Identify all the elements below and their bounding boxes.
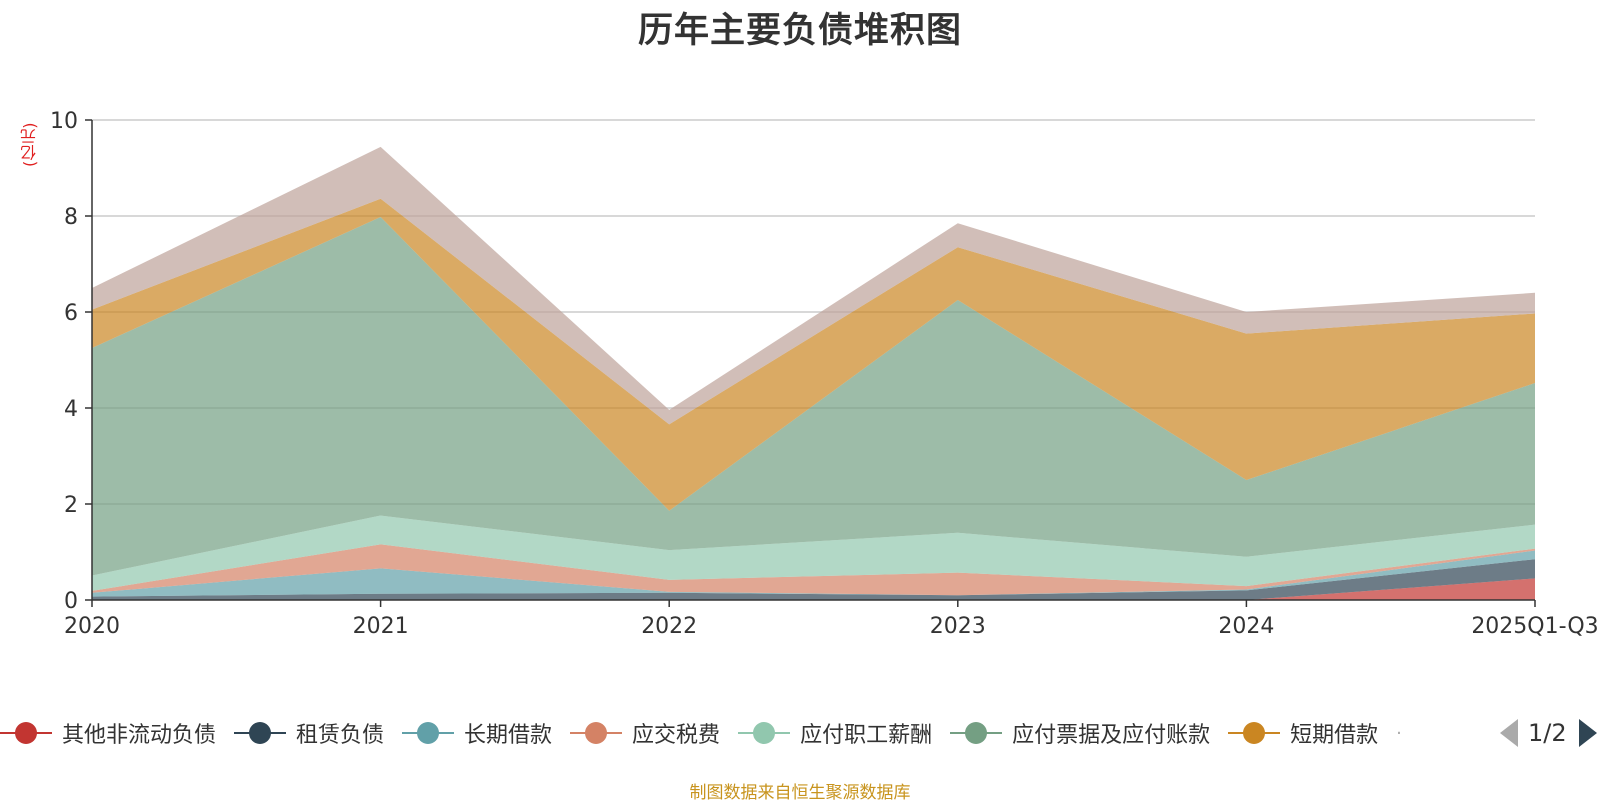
y-tick-label: 10 [50,109,78,134]
x-tick-label: 2022 [641,614,697,639]
legend-label: 应付职工薪酬 [800,723,933,748]
legend-item[interactable]: 其他非流动负债 [0,717,216,749]
area-其他非流动负债 [92,578,1535,600]
legend: 其他非流动负债 租赁负债 长期借款 应交税费 应付职工薪酬 应付票据及应付账款 短期借款 · [0,716,1428,750]
data-source-note: 制图数据来自恒生聚源数据库 [689,783,911,803]
legend-marker-icon [234,718,287,748]
y-tick-label: 8 [64,205,78,230]
legend-prev-page-icon[interactable] [1500,719,1518,747]
legend-item[interactable]: 应付票据及应付账款 [950,717,1210,749]
area-长期借款 [92,550,1535,597]
legend-item[interactable]: 应付职工薪酬 [738,717,932,749]
legend-marker-icon [1228,718,1281,748]
legend-label: 租赁负债 [296,723,385,748]
legend-marker-icon [738,718,791,748]
legend-page-indicator: 1/2 [1528,719,1567,747]
x-tick-label: 2024 [1218,614,1274,639]
y-tick-label: 4 [64,397,78,422]
legend-label: 应交税费 [632,723,721,748]
legend-marker-icon [0,718,52,748]
legend-label: 应付票据及应付账款 [1012,723,1211,748]
area-series [92,146,1535,600]
legend-item[interactable]: 短期借款 [1228,717,1378,749]
y-tick-label: 2 [64,493,78,518]
legend-marker-icon [402,718,455,748]
x-tick-label: 2020 [64,614,120,639]
legend-overflow-icon: · [1396,722,1402,744]
legend-marker-icon [570,718,623,748]
x-tick-label: 2021 [353,614,409,639]
area-应付票据及应付账款 [92,216,1535,576]
legend-label: 长期借款 [464,723,553,748]
area-应交税费 [92,544,1535,596]
legend-marker-icon [950,718,1003,748]
y-tick-label: 0 [64,589,78,614]
area-短期借款 [92,198,1535,511]
axes: 0 2 4 6 8 10 2020 2021 2022 2023 2024 2025Q1-Q3 [50,109,1599,639]
stacked-area-chart: 0 2 4 6 8 10 2020 2021 2022 2023 2024 2025Q1-Q3 [50,109,1599,639]
legend-item[interactable]: 租赁负债 [234,717,384,749]
area-其他流动负债 [92,146,1535,425]
legend-item[interactable]: 长期借款 [402,717,552,749]
x-tick-label: 2025Q1-Q3 [1471,614,1598,639]
area-应付职工薪酬 [92,515,1535,591]
legend-next-page-icon[interactable] [1578,719,1597,747]
area-租赁负债 [92,559,1535,600]
legend-label: 短期借款 [1290,723,1379,748]
x-tick-label: 2023 [930,614,986,639]
legend-label: 其他非流动负债 [62,723,217,748]
y-tick-label: 6 [64,301,78,326]
legend-pager: 1/2 [1500,716,1597,750]
chart-title: 历年主要负债堆积图 [637,11,962,51]
legend-item[interactable]: 应交税费 [570,717,720,749]
